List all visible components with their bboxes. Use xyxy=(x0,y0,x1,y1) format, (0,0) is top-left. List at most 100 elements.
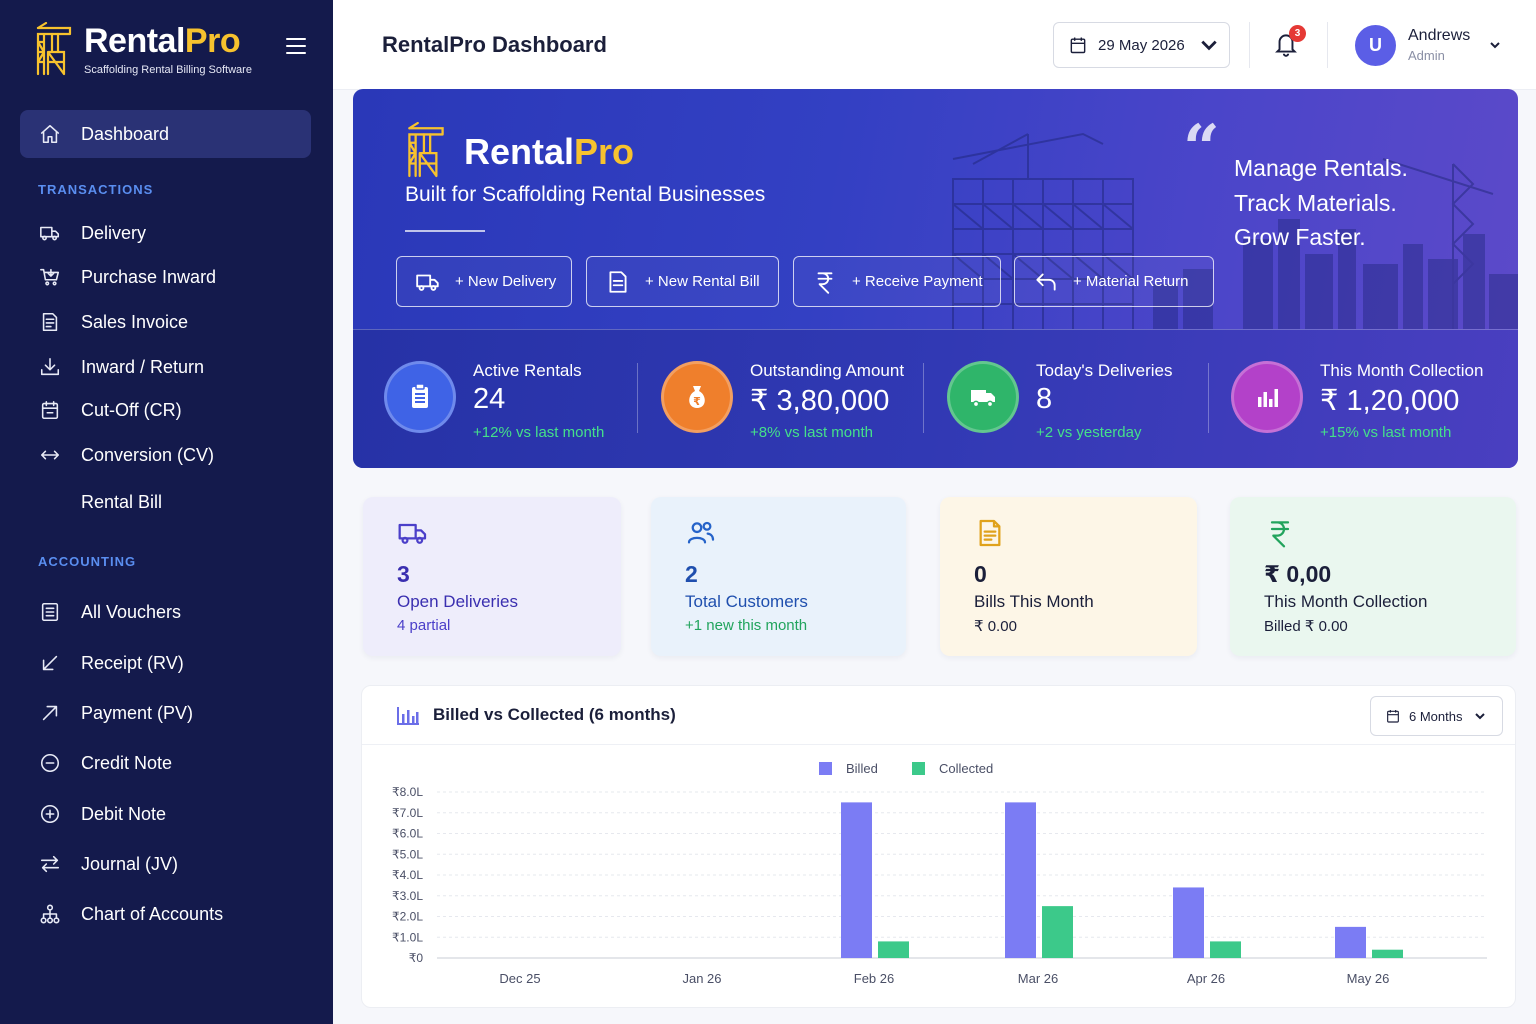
stat-label: Open Deliveries xyxy=(397,592,518,611)
bar-collected xyxy=(1372,949,1403,958)
document-icon xyxy=(38,310,62,334)
bar-billed xyxy=(841,802,872,958)
avatar[interactable]: U xyxy=(1355,25,1396,66)
stat-label: This Month Collection xyxy=(1264,592,1428,611)
bar-chart-icon xyxy=(1231,361,1303,433)
new-delivery-button[interactable]: + New Delivery xyxy=(396,256,572,307)
y-tick-label: ₹5.0L xyxy=(392,847,423,861)
sidebar-item-label: All Vouchers xyxy=(81,601,182,622)
y-tick-label: ₹4.0L xyxy=(392,868,423,882)
kpi-value: ₹ 1,20,000 xyxy=(1320,385,1460,417)
document-icon xyxy=(974,517,1008,551)
stat-card-bills-this-month[interactable]: 0 Bills This Month ₹ 0.00 xyxy=(940,497,1197,656)
x-tick-label: Apr 26 xyxy=(1187,971,1225,986)
receive-payment-button[interactable]: + Receive Payment xyxy=(793,256,1001,307)
plus-circle-icon xyxy=(38,802,62,826)
sidebar-item-label: Chart of Accounts xyxy=(81,903,224,924)
x-tick-label: Mar 26 xyxy=(1018,971,1058,986)
sidebar-item-credit-note[interactable]: Credit Note xyxy=(20,739,311,787)
list-icon xyxy=(38,600,62,624)
sidebar-item-delivery[interactable]: Delivery xyxy=(20,209,311,257)
notification-badge: 3 xyxy=(1289,25,1306,42)
bar-chart: ₹0 ₹1.0L ₹2.0L ₹3.0L ₹4.0L ₹5.0L ₹6.0L ₹7.0L ₹8.… xyxy=(392,785,1487,986)
truck-icon xyxy=(947,361,1019,433)
sidebar-item-conversion[interactable]: Conversion (CV) xyxy=(20,431,311,479)
sidebar-item-cut-off[interactable]: Cut-Off (CR) xyxy=(20,386,311,434)
bar-collected xyxy=(1042,906,1073,958)
scaffold-crane-logo-icon xyxy=(36,22,72,76)
truck-icon xyxy=(38,221,62,245)
button-label: + New Rental Bill xyxy=(645,273,760,290)
chevron-down-icon[interactable] xyxy=(1489,39,1501,51)
sidebar-item-label: Delivery xyxy=(81,222,147,243)
sidebar-item-receipt[interactable]: Receipt (RV) xyxy=(20,639,311,687)
kpi-delta: +8% vs last month xyxy=(750,424,873,441)
sidebar-item-dashboard[interactable]: Dashboard xyxy=(20,110,311,158)
bar-collected xyxy=(1210,941,1241,958)
rupee-icon xyxy=(1264,517,1298,551)
y-tick-label: ₹0 xyxy=(409,951,424,965)
sidebar-item-label: Receipt (RV) xyxy=(81,652,184,673)
download-icon xyxy=(38,355,62,379)
stat-card-open-deliveries[interactable]: 3 Open Deliveries 4 partial xyxy=(363,497,621,656)
rental-bill-icon-placeholder xyxy=(38,490,62,514)
money-bag-icon: ₹ xyxy=(661,361,733,433)
range-select[interactable]: 6 Months xyxy=(1370,696,1503,736)
material-return-button[interactable]: + Material Return xyxy=(1014,256,1214,307)
stat-card-total-customers[interactable]: 2 Total Customers +1 new this month xyxy=(651,497,906,656)
sidebar-item-payment[interactable]: Payment (PV) xyxy=(20,689,311,737)
sidebar-item-label: Purchase Inward xyxy=(81,266,217,287)
legend-collected[interactable]: Collected xyxy=(912,761,993,776)
sidebar-item-sales-invoice[interactable]: Sales Invoice xyxy=(20,298,311,346)
user-role: Admin xyxy=(1408,48,1445,63)
stat-value: 2 xyxy=(685,561,698,587)
arrows-horizontal-icon xyxy=(38,443,62,467)
user-name[interactable]: Andrews xyxy=(1408,27,1471,44)
range-select-value: 6 Months xyxy=(1409,708,1463,724)
kpi-value: 8 xyxy=(1036,383,1053,415)
date-value: 29 May 2026 xyxy=(1098,36,1185,54)
x-tick-label: Jan 26 xyxy=(682,971,721,986)
arrow-down-left-icon xyxy=(38,651,62,675)
hero-quote: Manage Rentals. Track Materials. Grow Fa… xyxy=(1234,151,1408,255)
stat-sub: Billed ₹ 0.00 xyxy=(1264,618,1348,635)
sidebar-item-label: Credit Note xyxy=(81,752,173,773)
sidebar-item-debit-note[interactable]: Debit Note xyxy=(20,790,311,838)
stat-card-month-collection[interactable]: ₹ 0,00 This Month Collection Billed ₹ 0.… xyxy=(1230,497,1516,656)
hero-brand: RentalPro xyxy=(464,131,635,172)
stat-value: 0 xyxy=(974,561,987,587)
truck-icon xyxy=(416,274,439,291)
brand[interactable]: RentalPro Scaffolding Rental Billing Sof… xyxy=(34,22,252,76)
kpi-value: 24 xyxy=(473,383,506,415)
date-picker[interactable]: 29 May 2026 xyxy=(1053,22,1230,68)
header-divider xyxy=(1327,22,1328,68)
kpi-delta: +12% vs last month xyxy=(473,424,605,441)
legend-label: Billed xyxy=(846,761,878,776)
y-tick-label: ₹1.0L xyxy=(392,930,423,944)
calendar-icon xyxy=(38,398,62,422)
sidebar-item-inward-return[interactable]: Inward / Return xyxy=(20,343,311,391)
notifications-button[interactable]: 3 xyxy=(1273,25,1306,60)
sidebar-item-purchase-inward[interactable]: Purchase Inward xyxy=(20,253,311,301)
truck-icon xyxy=(397,517,431,551)
new-rental-bill-button[interactable]: + New Rental Bill xyxy=(586,256,779,307)
menu-toggle-icon[interactable] xyxy=(286,38,306,54)
sidebar-item-all-vouchers[interactable]: All Vouchers xyxy=(20,588,311,636)
sidebar-item-label: Dashboard xyxy=(81,123,170,144)
sidebar-item-chart-of-accounts[interactable]: Chart of Accounts xyxy=(20,890,311,938)
sidebar-item-journal[interactable]: Journal (JV) xyxy=(20,840,311,888)
hero-underline xyxy=(405,230,485,232)
minus-circle-icon xyxy=(38,751,62,775)
stat-sub: +1 new this month xyxy=(685,617,808,634)
y-tick-label: ₹8.0L xyxy=(392,785,423,799)
header-divider xyxy=(1249,22,1250,68)
svg-text:₹: ₹ xyxy=(693,395,701,408)
sidebar-item-rental-bill[interactable]: Rental Bill xyxy=(20,478,311,526)
home-icon xyxy=(38,122,62,146)
kpi-label: This Month Collection xyxy=(1320,361,1484,380)
bar-billed xyxy=(1173,887,1204,958)
sidebar: RentalPro Scaffolding Rental Billing Sof… xyxy=(0,0,333,1024)
rupee-icon xyxy=(817,271,833,294)
button-label: + Receive Payment xyxy=(852,273,983,290)
legend-billed[interactable]: Billed xyxy=(819,761,878,776)
